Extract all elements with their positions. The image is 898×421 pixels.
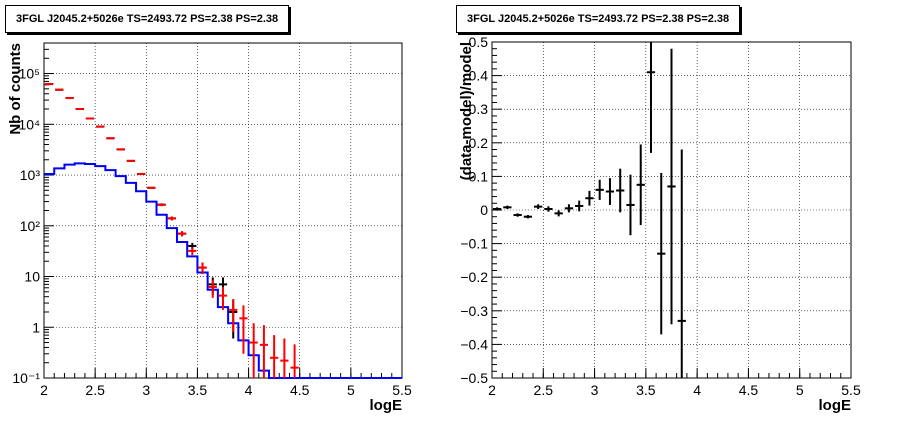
data-point-red <box>188 247 197 256</box>
y-tick-label: 10⁵ <box>19 66 40 82</box>
y-axis-label: Nb of counts <box>7 43 24 135</box>
data-point-red <box>229 299 238 333</box>
x-tick-label: 5 <box>796 382 804 398</box>
y-tick-label: 0.5 <box>469 34 489 50</box>
x-tick-label: 3.5 <box>636 382 656 398</box>
x-tick-label: 3 <box>142 382 150 398</box>
data-point-red <box>249 323 258 378</box>
x-tick-label: 2 <box>488 382 496 398</box>
data-point-red <box>290 344 299 378</box>
residual-point <box>575 200 584 212</box>
data-point-red <box>177 231 187 237</box>
residuals-chart-title: 3FGL J2045.2+5026e TS=2493.72 PS=2.38 PS… <box>456 5 741 33</box>
data-point-red <box>218 287 228 310</box>
residuals-panel: 2 2.5 3 3.5 4 4.5 5 5.5 −0.5 −0.4 −0.3 −0.2 −0.1 0 0.1… <box>449 0 898 421</box>
x-tick-label: 4 <box>693 382 701 398</box>
residual-point <box>657 173 666 335</box>
y-tick-label: 0.2 <box>469 135 489 151</box>
counts-chart: 2 2.5 3 3.5 4 4.5 5 5.5 10⁻¹ 1 10 10² 10³ 10⁴ 10⁵ logE N… <box>7 42 412 414</box>
x-axis-label: logE <box>370 397 403 414</box>
residual-point <box>626 174 635 236</box>
data-point-red <box>157 203 166 207</box>
data-point-red <box>198 262 207 275</box>
y-tick-label: 0.4 <box>469 68 489 84</box>
x-tick-label: 4.5 <box>739 382 759 398</box>
plot-frame <box>43 42 403 379</box>
residual-point <box>493 207 502 211</box>
residual-point <box>544 206 553 212</box>
y-tick-label: 10³ <box>20 167 41 183</box>
residual-point <box>503 205 512 209</box>
x-axis-label: logE <box>819 397 852 414</box>
y-tick-label: 0.1 <box>469 168 489 184</box>
y-tick-label: 0.3 <box>469 101 489 117</box>
x-tick-label: 3.5 <box>188 382 208 398</box>
x-tick-label: 2 <box>40 382 48 398</box>
x-tick-label: 2.5 <box>85 382 105 398</box>
residual-point <box>667 48 676 325</box>
data-point-red <box>208 279 217 298</box>
data-point-red <box>167 216 176 221</box>
residual-point <box>616 168 625 213</box>
x-tick-label: 5.5 <box>841 382 861 398</box>
residual-point <box>585 190 594 206</box>
y-tick-label: 10 <box>24 269 40 285</box>
residual-point <box>595 179 604 200</box>
x-tick-label: 4 <box>245 382 253 398</box>
data-point-red <box>239 305 248 354</box>
y-tick-label: −0.2 <box>460 269 488 285</box>
y-tick-label: −0.1 <box>460 236 488 252</box>
y-tick-label: 1 <box>32 319 40 335</box>
data-point-red <box>259 325 269 378</box>
counts-panel: 2 2.5 3 3.5 4 4.5 5 5.5 10⁻¹ 1 10 10² 10³ 10⁴ 10⁵ logE N… <box>5 5 412 414</box>
x-tick-label: 4.5 <box>290 382 310 398</box>
residual-point <box>534 204 543 209</box>
y-tick-label: −0.3 <box>460 303 488 319</box>
residual-point <box>564 204 574 213</box>
residual-point <box>513 213 522 217</box>
residual-point <box>646 42 656 153</box>
residual-point <box>677 149 686 378</box>
y-tick-label: 10⁴ <box>18 116 40 132</box>
y-tick-label: 10⁻¹ <box>12 370 40 386</box>
data-point-red <box>270 335 279 378</box>
x-tick-label: 5.5 <box>392 382 412 398</box>
residuals-chart: 2 2.5 3 3.5 4 4.5 5 5.5 −0.5 −0.4 −0.3 −0.2 −0.1 0 0.1… <box>458 34 861 414</box>
residual-point <box>605 178 615 205</box>
y-tick-label: 0 <box>480 202 488 218</box>
counts-chart-title: 3FGL J2045.2+5026e TS=2493.72 PS=2.38 PS… <box>5 5 290 33</box>
y-tick-label: −0.5 <box>460 370 488 386</box>
data-point-red <box>280 338 289 378</box>
model-histogram-line <box>44 162 402 379</box>
residual-point <box>554 210 563 217</box>
y-tick-label: −0.4 <box>460 336 488 352</box>
x-tick-label: 3 <box>591 382 599 398</box>
x-tick-label: 5 <box>347 382 355 398</box>
residual-point <box>636 144 645 226</box>
x-tick-label: 2.5 <box>534 382 554 398</box>
y-tick-label: 10² <box>20 218 41 234</box>
y-axis-label: (data-model)/model <box>458 42 475 180</box>
residual-point <box>523 215 533 219</box>
